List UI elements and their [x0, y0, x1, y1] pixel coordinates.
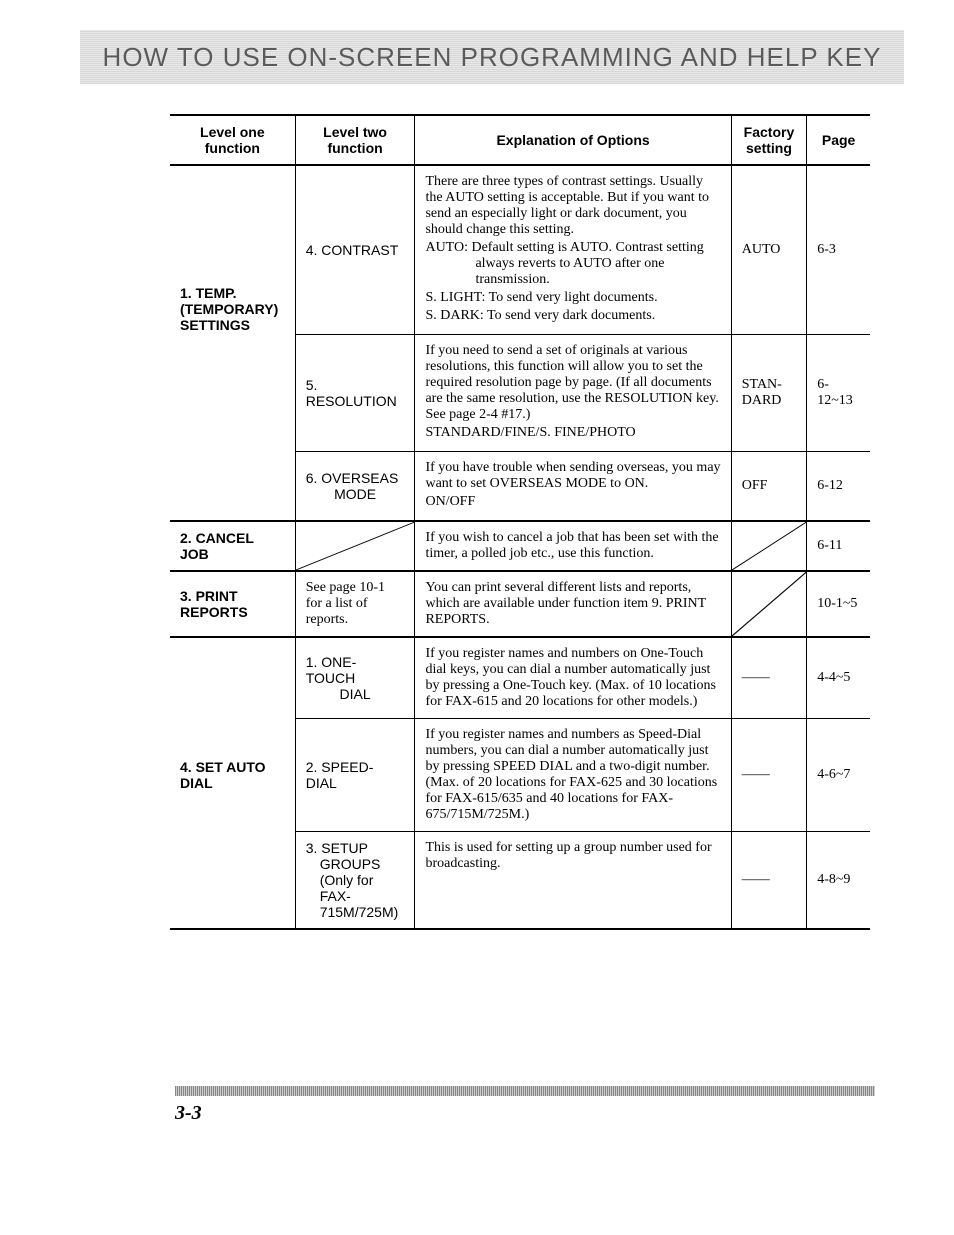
cell-page-cancel: 6-11: [807, 521, 870, 571]
cell-fact-contrast: AUTO: [731, 165, 806, 335]
diagonal-slash-icon: [296, 522, 415, 570]
table-row: 1. ONE-TOUCH DIAL If you register names …: [170, 637, 870, 719]
cell-level1-empty: [170, 452, 295, 522]
cell-page-print: 10-1~5: [807, 571, 870, 637]
cell-fact-speeddial: ——: [731, 719, 806, 832]
programming-options-table: Level one function Level two function Ex…: [170, 114, 870, 930]
cell-fact-overseas: OFF: [731, 452, 806, 522]
cell-fact-cancel-diag: [731, 521, 806, 571]
cell-level2-groups: 3. SETUP GROUPS (Only for FAX- 715M/725M…: [295, 832, 415, 930]
table-row: 4. SET AUTO DIAL 2. SPEED-DIAL If you re…: [170, 719, 870, 832]
col-header-explanation: Explanation of Options: [415, 115, 731, 165]
table-row: 3. PRINT REPORTS See page 10-1 for a lis…: [170, 571, 870, 637]
cell-exp-onetouch: If you register names and numbers on One…: [415, 637, 731, 719]
col-header-level2: Level two function: [295, 115, 415, 165]
cell-fact-resolution: STAN-DARD: [731, 335, 806, 452]
table-row: 1. TEMP. (TEMPORARY) SETTINGS 4. CONTRAS…: [170, 165, 870, 335]
cell-exp-overseas: If you have trouble when sending oversea…: [415, 452, 731, 522]
cell-level2-contrast: 4. CONTRAST: [295, 165, 415, 335]
section-header: HOW TO USE ON-SCREEN PROGRAMMING AND HEL…: [80, 30, 904, 84]
cell-level2-resolution: 5. RESOLUTION: [295, 335, 415, 452]
cell-fact-print-diag: [731, 571, 806, 637]
diagonal-slash-icon: [732, 572, 806, 636]
table-row: 3. SETUP GROUPS (Only for FAX- 715M/725M…: [170, 832, 870, 930]
cell-exp-contrast: There are three types of contrast settin…: [415, 165, 731, 335]
cell-exp-speeddial: If you register names and numbers as Spe…: [415, 719, 731, 832]
cell-level1-cancel: 2. CANCEL JOB: [170, 521, 295, 571]
cell-fact-onetouch: ——: [731, 637, 806, 719]
cell-page-speeddial: 4-6~7: [807, 719, 870, 832]
cell-fact-groups: ——: [731, 832, 806, 930]
cell-page-resolution: 6-12~13: [807, 335, 870, 452]
diagonal-slash-icon: [732, 522, 806, 570]
table-row: 2. CANCEL JOB If you wish to cancel a jo…: [170, 521, 870, 571]
cell-level2-onetouch: 1. ONE-TOUCH DIAL: [295, 637, 415, 719]
col-header-level1: Level one function: [170, 115, 295, 165]
page-footer: 3-3: [175, 1086, 875, 1125]
section-header-title: HOW TO USE ON-SCREEN PROGRAMMING AND HEL…: [103, 42, 882, 73]
cell-level1-temp: 1. TEMP. (TEMPORARY) SETTINGS: [170, 165, 295, 452]
cell-page-groups: 4-8~9: [807, 832, 870, 930]
cell-exp-resolution: If you need to send a set of originals a…: [415, 335, 731, 452]
cell-level2-speeddial: 2. SPEED-DIAL: [295, 719, 415, 832]
col-header-factory: Factory setting: [731, 115, 806, 165]
cell-exp-groups: This is used for setting up a group numb…: [415, 832, 731, 930]
cell-page-contrast: 6-3: [807, 165, 870, 335]
footer-divider: [175, 1086, 875, 1096]
table-header-row: Level one function Level two function Ex…: [170, 115, 870, 165]
cell-level1-print: 3. PRINT REPORTS: [170, 571, 295, 637]
page-number: 3-3: [175, 1102, 875, 1125]
cell-level1-autodial-empty2: [170, 832, 295, 930]
cell-level2-overseas: 6. OVERSEAS MODE: [295, 452, 415, 522]
cell-exp-print: You can print several different lists an…: [415, 571, 731, 637]
col-header-page: Page: [807, 115, 870, 165]
table-row: 6. OVERSEAS MODE If you have trouble whe…: [170, 452, 870, 522]
cell-page-onetouch: 4-4~5: [807, 637, 870, 719]
cell-exp-cancel: If you wish to cancel a job that has bee…: [415, 521, 731, 571]
cell-level2-cancel-diag: [295, 521, 415, 571]
cell-page-overseas: 6-12: [807, 452, 870, 522]
cell-level1-autodial: 4. SET AUTO DIAL: [170, 719, 295, 832]
cell-level2-print: See page 10-1 for a list of reports.: [295, 571, 415, 637]
cell-level1-autodial-empty: [170, 637, 295, 719]
